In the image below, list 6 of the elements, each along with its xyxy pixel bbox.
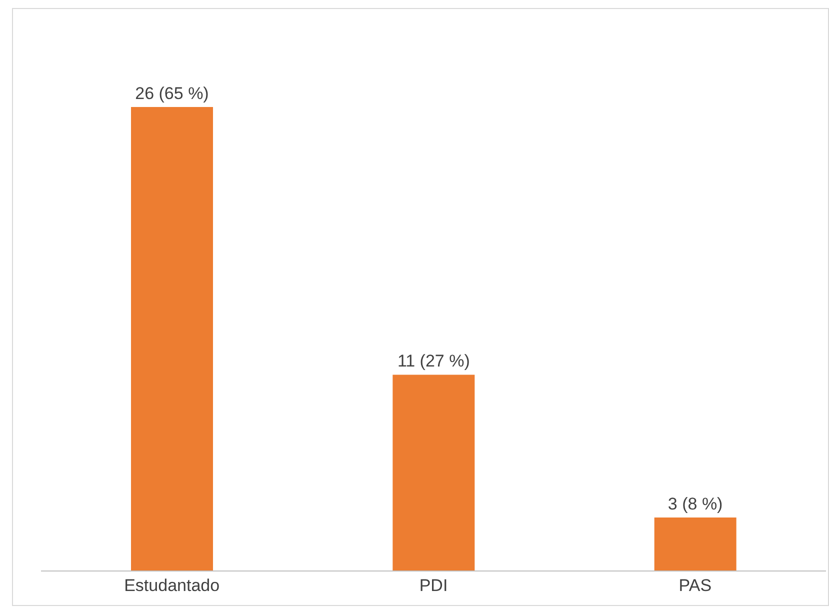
data-label: 11 (27 %) xyxy=(397,352,470,371)
x-tick-label: Estudantado xyxy=(124,576,220,596)
x-tick-label: PDI xyxy=(419,576,448,596)
data-label: 26 (65 %) xyxy=(135,84,209,103)
x-tick-label: PAS xyxy=(678,576,712,596)
data-label: 3 (8 %) xyxy=(668,494,723,514)
